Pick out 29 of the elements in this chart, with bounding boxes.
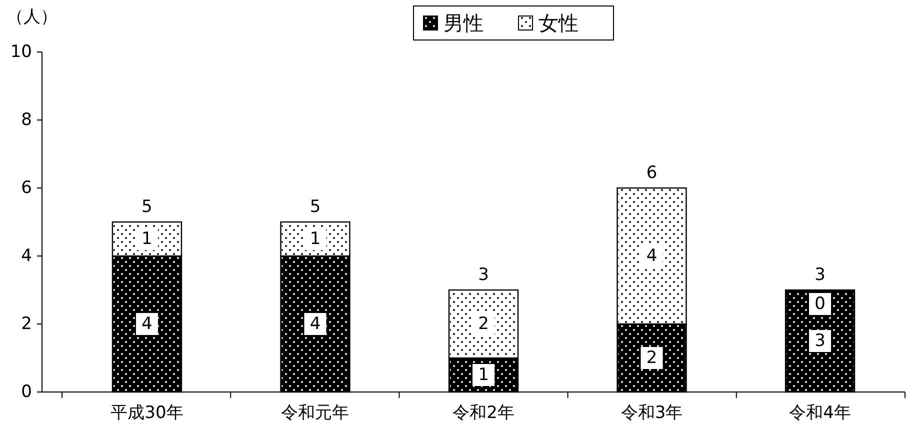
data-label: 4 bbox=[142, 314, 152, 334]
data-label: 1 bbox=[478, 365, 489, 385]
x-tick-label: 令和3年 bbox=[620, 403, 683, 423]
data-label: 3 bbox=[814, 331, 826, 351]
x-tick-label: 令和2年 bbox=[452, 403, 514, 423]
y-axis-title: （人） bbox=[6, 7, 58, 27]
data-label: 2 bbox=[646, 348, 658, 368]
legend-label: 男性 bbox=[444, 11, 484, 35]
y-tick-label: 8 bbox=[21, 110, 32, 130]
y-tick-label: 2 bbox=[21, 314, 32, 334]
data-label: 4 bbox=[310, 314, 321, 334]
data-label: 2 bbox=[478, 314, 489, 334]
y-tick-label: 4 bbox=[21, 246, 32, 266]
x-tick-label: 平成30年 bbox=[110, 403, 184, 423]
x-tick-label: 令和元年 bbox=[281, 403, 350, 423]
total-label: 3 bbox=[814, 265, 826, 285]
total-label: 3 bbox=[478, 265, 489, 285]
data-label: 1 bbox=[142, 229, 152, 249]
total-label: 6 bbox=[646, 163, 658, 183]
total-label: 5 bbox=[142, 197, 152, 217]
y-tick-label: 6 bbox=[21, 178, 32, 198]
data-label: 0 bbox=[814, 294, 826, 314]
total-label: 5 bbox=[310, 197, 321, 217]
data-label: 1 bbox=[310, 229, 321, 249]
y-tick-label: 10 bbox=[10, 42, 32, 62]
legend-label: 女性 bbox=[538, 11, 578, 35]
y-tick-label: 0 bbox=[21, 382, 32, 402]
data-label: 4 bbox=[646, 246, 658, 266]
x-tick-label: 令和4年 bbox=[789, 403, 851, 423]
